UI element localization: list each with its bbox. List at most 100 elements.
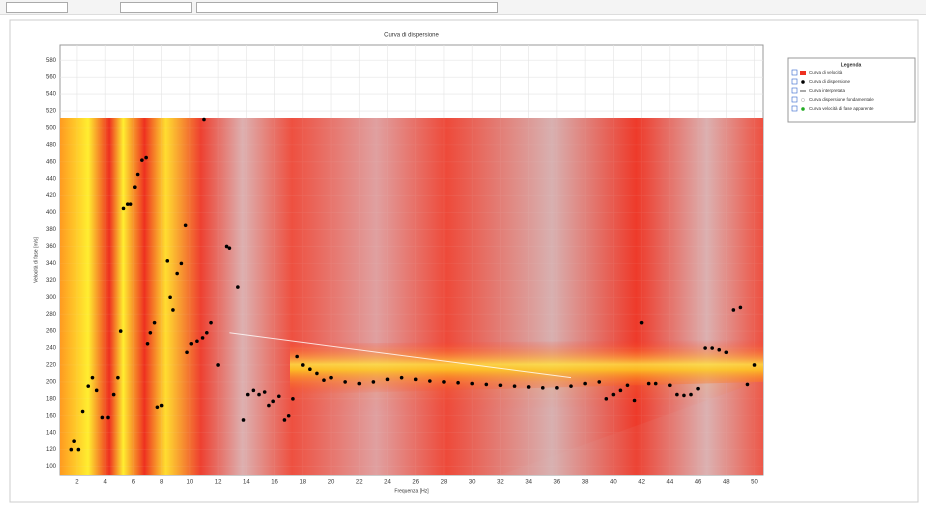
point: [315, 371, 319, 376]
point: [159, 403, 164, 408]
x-tick-label: 6: [132, 480, 136, 486]
point: [696, 386, 700, 391]
point: [86, 384, 91, 388]
point: [267, 403, 271, 408]
legend-checkbox[interactable]: [791, 105, 798, 112]
combo[interactable]: [6, 2, 68, 13]
x-tick-label: 34: [525, 480, 532, 486]
x-tick-label: 22: [356, 480, 363, 486]
x-tick-label: 46: [695, 480, 702, 486]
point: [646, 381, 651, 386]
legend-label: Curva interpretata: [809, 88, 846, 93]
point: [171, 308, 175, 312]
interpreted-line: [229, 332, 572, 379]
point: [611, 392, 616, 397]
y-tick-label: 180: [46, 396, 57, 402]
x-tick-label: 2: [75, 480, 79, 486]
point: [731, 308, 736, 312]
point: [175, 271, 179, 276]
point: [752, 363, 757, 367]
y-tick-label: 140: [46, 430, 57, 436]
point: [653, 381, 658, 386]
point: [689, 392, 693, 397]
chart: 1001201401601802002202402602803003203403…: [9, 19, 919, 503]
point: [329, 375, 333, 380]
point: [106, 415, 110, 420]
point: [251, 388, 256, 393]
point: [257, 392, 261, 397]
legend-label: Curva di dispersione: [809, 79, 851, 84]
point: [343, 380, 347, 384]
y-tick-label: 320: [46, 278, 57, 284]
x-tick-label: 38: [582, 480, 589, 486]
point: [295, 354, 299, 359]
y-tick-label: 200: [46, 379, 57, 385]
textbox[interactable]: [196, 2, 498, 13]
point: [133, 185, 137, 190]
point: [152, 320, 157, 325]
point: [262, 390, 267, 394]
point: [484, 382, 489, 387]
point: [227, 246, 232, 250]
chart-title: Curva di dispersione: [384, 33, 439, 39]
point: [682, 393, 686, 398]
point: [245, 392, 250, 397]
combo[interactable]: [120, 2, 192, 13]
legend-label: Curva velocità di fase apparente: [809, 106, 874, 111]
point: [583, 381, 587, 386]
x-tick-label: 24: [384, 480, 391, 486]
point: [717, 347, 722, 352]
point: [357, 381, 362, 386]
legend-checkbox[interactable]: [791, 96, 798, 103]
legend: [787, 57, 916, 123]
point: [498, 383, 503, 388]
point: [597, 380, 602, 384]
point: [69, 447, 74, 452]
point: [413, 377, 418, 382]
point: [148, 330, 153, 335]
point: [195, 339, 199, 344]
legend-checkbox[interactable]: [791, 87, 798, 94]
point: [200, 336, 205, 340]
point: [632, 398, 637, 403]
point: [710, 346, 714, 350]
point: [155, 405, 160, 410]
y-tick-label: 400: [46, 210, 57, 216]
y-tick-label: 520: [46, 109, 57, 115]
point: [144, 155, 148, 160]
y-tick-label: 380: [46, 227, 57, 233]
y-tick-label: 540: [46, 92, 57, 98]
point: [168, 295, 172, 300]
x-axis-label: Frequenza [Hz]: [394, 488, 429, 494]
point: [604, 397, 609, 401]
point: [277, 394, 281, 399]
legend-swatch: [801, 107, 805, 111]
point: [745, 382, 750, 387]
x-tick-label: 12: [215, 480, 222, 486]
point: [322, 378, 326, 382]
point: [202, 117, 206, 122]
point: [185, 350, 189, 355]
point: [125, 202, 130, 206]
point: [80, 409, 85, 414]
legend-swatch: [801, 98, 805, 102]
x-tick-label: 26: [412, 480, 419, 486]
legend-checkbox[interactable]: [791, 69, 798, 76]
point: [118, 329, 123, 333]
legend-label: Curva di velocità: [809, 70, 843, 75]
point: [90, 375, 95, 380]
legend-swatch: [800, 71, 806, 75]
legend-checkbox[interactable]: [791, 78, 798, 85]
legend-label: Curva dispersione fondamentale: [809, 97, 874, 102]
y-tick-label: 360: [46, 244, 57, 250]
point: [385, 377, 390, 382]
x-tick-label: 42: [638, 480, 645, 486]
legend-swatch: [801, 80, 805, 84]
y-tick-label: 420: [46, 193, 57, 199]
point: [165, 259, 170, 263]
x-tick-label: 4: [104, 480, 108, 486]
y-tick-label: 500: [46, 126, 57, 132]
x-tick-label: 32: [497, 480, 504, 486]
point: [282, 418, 287, 422]
point: [128, 202, 133, 206]
